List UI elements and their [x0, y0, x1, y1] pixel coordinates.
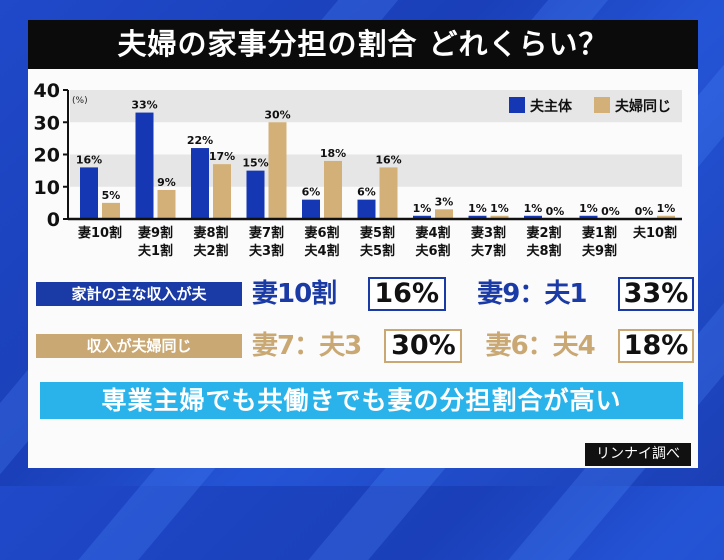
x-tick-label: 妻1割 [582, 225, 617, 241]
x-tick-label: 妻5割 [360, 225, 395, 241]
data-label: 1% [657, 202, 676, 215]
x-tick-label: 夫2割 [193, 243, 228, 259]
legend-swatch [594, 97, 610, 113]
y-tick-label: 30 [34, 112, 60, 134]
data-label: 1% [579, 202, 598, 215]
data-label: 0% [546, 205, 565, 218]
row2-values: 妻7：夫3 30% 妻6：夫4 18% [252, 329, 694, 363]
x-tick-label: 妻7割 [249, 225, 284, 241]
bar-husband-led [524, 215, 542, 219]
data-label: 16% [375, 153, 401, 166]
data-label: 1% [468, 202, 487, 215]
y-tick-label: 40 [34, 80, 60, 102]
x-tick-label: 夫3割 [249, 243, 284, 259]
y-tick-label: 10 [34, 177, 60, 199]
x-tick-label: 夫10割 [633, 225, 677, 241]
row2-label: 収入が夫婦同じ [36, 334, 242, 358]
bar-equal-income [157, 189, 176, 219]
grid-band [70, 154, 682, 187]
x-tick-label: 夫5割 [360, 243, 395, 259]
data-label: 5% [102, 189, 121, 202]
data-label: 1% [524, 202, 543, 215]
y-tick-label: 20 [34, 145, 60, 167]
row1-ratio-2: 妻9：夫1 [477, 279, 587, 309]
bar-equal-income [102, 202, 120, 219]
data-label: 16% [76, 153, 102, 166]
data-label: 6% [302, 186, 321, 199]
conclusion-banner: 専業主婦でも共働きでも妻の分担割合が高い [40, 382, 683, 419]
row2-value-1: 30% [384, 329, 463, 363]
data-label: 33% [131, 99, 157, 112]
row1-values: 妻10割 16% 妻9：夫1 33% [252, 277, 694, 311]
legend-label: 夫婦同じ [615, 98, 671, 115]
bar-equal-income [213, 164, 231, 219]
x-tick-label: 妻6割 [304, 225, 339, 241]
x-tick-label: 妻2割 [526, 225, 561, 241]
data-label: 6% [357, 186, 376, 199]
bar-husband-led [191, 148, 209, 219]
row1-label: 家計の主な収入が夫 [36, 282, 242, 306]
data-label: 0% [635, 205, 654, 218]
x-tick-label: 夫8割 [526, 243, 561, 259]
legend-label: 夫主体 [530, 98, 573, 115]
data-label: 30% [264, 108, 290, 121]
data-label: 0% [601, 205, 620, 218]
legend-swatch [509, 97, 525, 113]
data-label: 15% [242, 157, 268, 170]
data-label: 9% [157, 176, 176, 189]
source-label: リンナイ調べ [585, 443, 691, 466]
bar-equal-income [657, 215, 675, 219]
bar-husband-led [579, 215, 598, 219]
data-label: 1% [490, 202, 509, 215]
row1-ratio-1: 妻10割 [252, 279, 337, 309]
data-label: 3% [435, 195, 454, 208]
x-tick-label: 妻8割 [193, 225, 228, 241]
x-tick-label: 夫7割 [471, 243, 506, 259]
row2-value-2: 18% [617, 329, 694, 363]
row1-value-2: 33% [617, 277, 694, 311]
bar-husband-led [357, 199, 376, 219]
bar-husband-led [302, 199, 320, 219]
y-axis-unit: (%) [72, 96, 88, 106]
bar-equal-income [490, 215, 509, 219]
bar-equal-income [435, 209, 453, 219]
grid-band [70, 90, 682, 123]
row2-ratio-1: 妻7：夫3 [252, 331, 362, 361]
x-tick-label: 妻9割 [138, 225, 173, 241]
row2-ratio-2: 妻6：夫4 [485, 331, 596, 361]
x-tick-label: 夫1割 [138, 243, 173, 259]
x-tick-label: 夫6割 [415, 243, 450, 259]
bar-equal-income [324, 160, 342, 219]
y-tick-label: 0 [47, 209, 60, 231]
data-label: 22% [187, 134, 213, 147]
bar-equal-income [268, 122, 287, 219]
x-tick-label: 妻10割 [78, 225, 122, 241]
x-tick-label: 妻4割 [415, 225, 450, 241]
bar-husband-led [246, 170, 265, 219]
bar-husband-led [413, 215, 431, 219]
data-label: 18% [320, 147, 346, 160]
x-tick-label: 夫9割 [582, 243, 617, 259]
data-label: 17% [209, 150, 235, 163]
row1-value-1: 16% [367, 277, 446, 311]
bar-husband-led [80, 167, 98, 219]
page-title: 夫婦の家事分担の割合 どれくらい？ [28, 20, 698, 69]
bar-husband-led [135, 112, 154, 219]
data-label: 1% [413, 202, 432, 215]
x-tick-label: 妻3割 [471, 225, 506, 241]
x-tick-label: 夫4割 [304, 243, 339, 259]
bar-equal-income [379, 167, 398, 219]
bar-husband-led [468, 215, 487, 219]
